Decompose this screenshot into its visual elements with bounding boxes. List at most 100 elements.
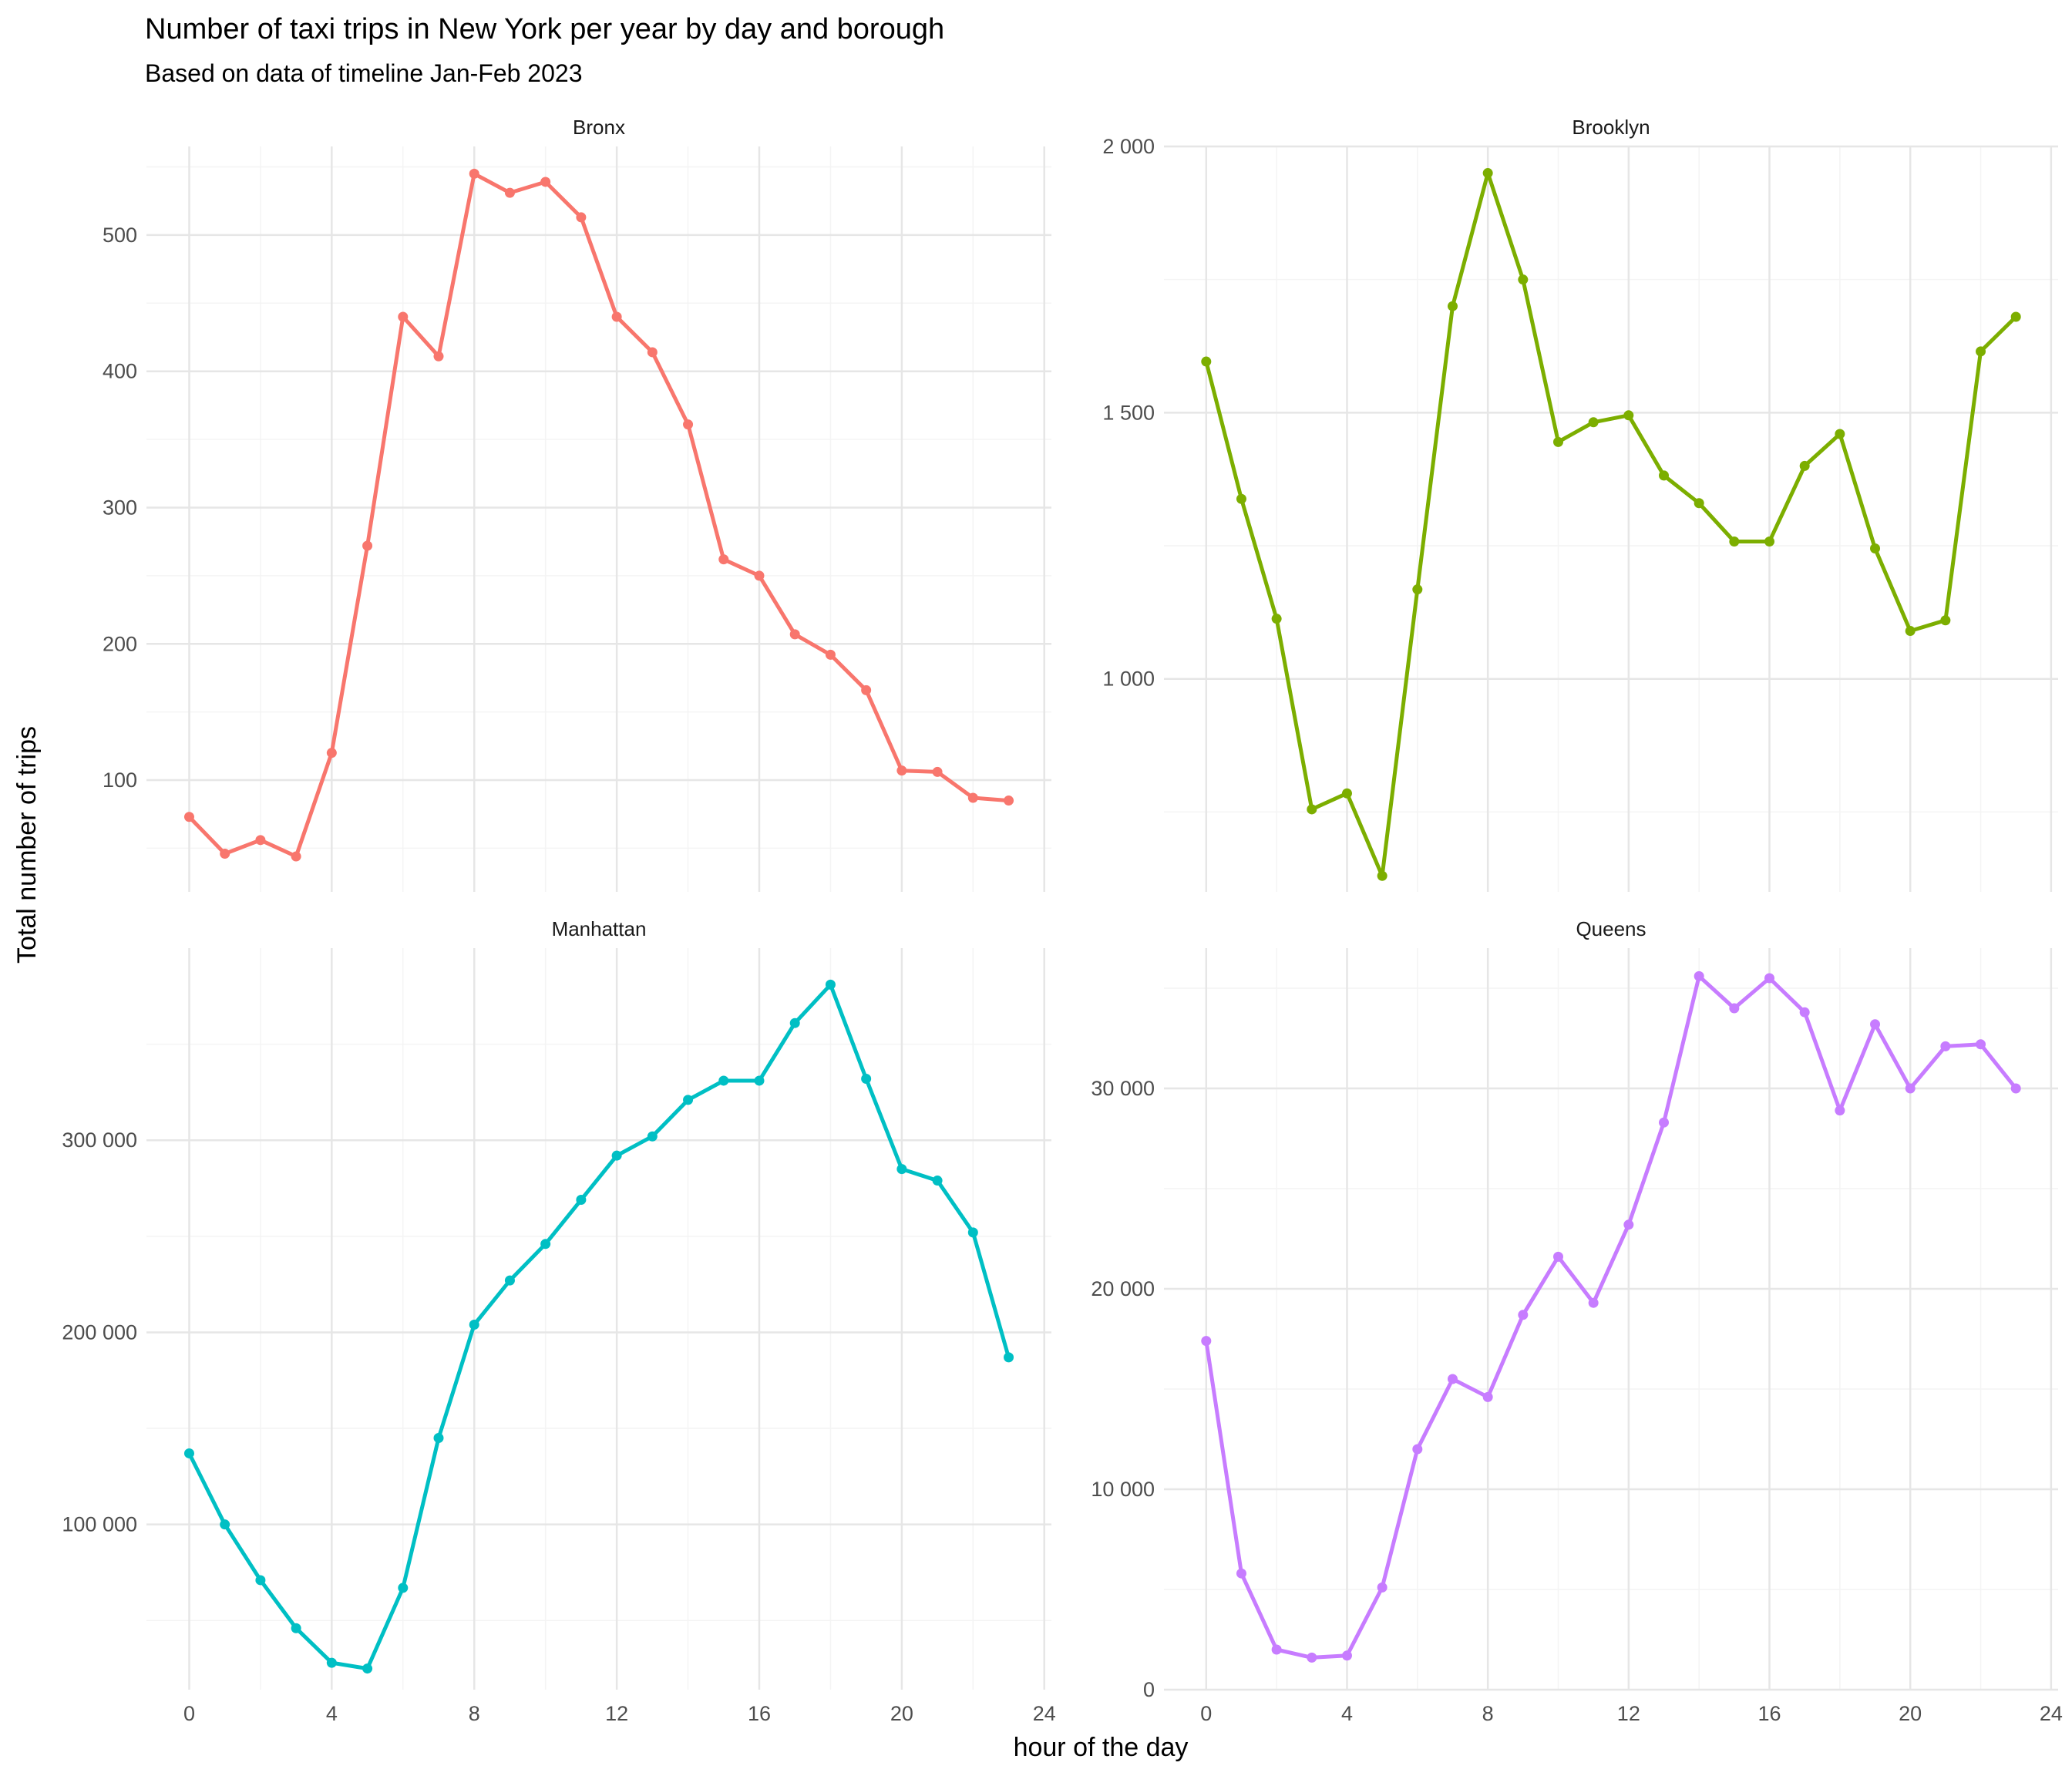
- data-point: [2010, 1083, 2021, 1094]
- data-point: [1976, 346, 1986, 357]
- y-tick-label: 500: [103, 224, 137, 247]
- data-point: [1482, 168, 1493, 179]
- y-tick-label: 300: [103, 496, 137, 519]
- data-point: [1588, 1297, 1599, 1308]
- x-tick-label: 0: [183, 1702, 195, 1725]
- data-point: [291, 851, 301, 862]
- data-point: [1201, 356, 1212, 367]
- data-point: [1659, 1117, 1670, 1128]
- data-point: [1940, 1041, 1951, 1051]
- y-tick-label: 10 000: [1091, 1478, 1155, 1501]
- data-point: [1552, 1251, 1563, 1262]
- data-point: [326, 1657, 337, 1668]
- data-point: [469, 1319, 479, 1330]
- panel-queens: Queens 0 10 000 20 000 30 000 0 4 8 12 16 20 24: [1091, 917, 2062, 1725]
- data-point: [504, 187, 515, 198]
- data-point: [683, 1095, 694, 1105]
- data-point: [1201, 1336, 1212, 1347]
- data-point: [1341, 788, 1352, 799]
- panel-manhattan: Manhattan 100 000 200 000 300 000 0 4 8 12 16 20 2…: [62, 917, 1055, 1725]
- data-point: [1870, 543, 1881, 553]
- data-point: [1412, 1444, 1423, 1455]
- y-tick-label: 200: [103, 632, 137, 655]
- data-point: [1236, 493, 1246, 504]
- data-point: [576, 1194, 587, 1205]
- x-axis-title: hour of the day: [1014, 1733, 1189, 1762]
- data-point: [1623, 1219, 1634, 1230]
- data-point: [1271, 614, 1282, 624]
- series-line-bronx: [187, 171, 1011, 859]
- y-axis-title: Total number of trips: [12, 726, 42, 964]
- data-point: [1341, 1650, 1352, 1661]
- data-point: [433, 1433, 444, 1444]
- data-point: [861, 1073, 872, 1084]
- x-tick-label: 24: [1033, 1702, 1056, 1725]
- data-point: [1694, 970, 1704, 981]
- series-line-manhattan: [187, 982, 1011, 1671]
- x-tick-label: 4: [326, 1702, 338, 1725]
- panel-brooklyn: Brooklyn 1 000 1 500 2 000: [1102, 116, 2058, 892]
- data-point: [683, 419, 694, 430]
- data-point: [2010, 311, 2021, 322]
- y-tick-label: 2 000: [1102, 135, 1155, 158]
- x-tick-label: 8: [1482, 1702, 1494, 1725]
- y-tick-label: 1 500: [1102, 401, 1155, 424]
- panel-label-bronx: Bronx: [573, 116, 625, 139]
- data-point: [1377, 1582, 1388, 1593]
- data-point: [255, 1575, 266, 1586]
- data-point: [255, 835, 266, 846]
- data-point: [540, 177, 551, 187]
- x-tick-label: 12: [605, 1702, 628, 1725]
- data-point: [1447, 301, 1458, 311]
- data-point: [825, 979, 836, 990]
- x-tick-label: 20: [1899, 1702, 1922, 1725]
- data-point: [398, 1583, 409, 1593]
- data-point: [1799, 1007, 1810, 1018]
- series-line-queens: [1204, 974, 2018, 1660]
- data-point: [896, 765, 907, 776]
- data-point: [576, 212, 587, 223]
- data-point: [1236, 1568, 1246, 1579]
- panel-label-brooklyn: Brooklyn: [1572, 116, 1650, 139]
- data-point: [504, 1275, 515, 1286]
- chart-title: Number of taxi trips in New York per yea…: [145, 13, 944, 45]
- x-tick-label: 16: [1758, 1702, 1781, 1725]
- x-tick-label: 4: [1341, 1702, 1353, 1725]
- panel-bronx: Bronx 100 200 300 400 500: [103, 116, 1051, 892]
- data-point: [1905, 1083, 1916, 1094]
- data-point: [825, 649, 836, 660]
- data-point: [1835, 1105, 1845, 1116]
- y-tick-label: 200 000: [62, 1320, 137, 1344]
- data-point: [1518, 1310, 1529, 1320]
- data-point: [1764, 973, 1775, 984]
- y-tick-label: 20 000: [1091, 1277, 1155, 1300]
- data-point: [1412, 584, 1423, 595]
- data-point: [718, 1075, 729, 1086]
- y-tick-label: 100 000: [62, 1513, 137, 1536]
- data-point: [183, 1448, 194, 1458]
- chart-subtitle: Based on data of timeline Jan-Feb 2023: [145, 59, 582, 87]
- data-point: [362, 540, 373, 551]
- data-point: [1694, 498, 1704, 509]
- data-point: [362, 1663, 373, 1674]
- data-point: [1976, 1039, 1986, 1050]
- x-tick-label: 20: [890, 1702, 913, 1725]
- y-tick-label: 1 000: [1102, 668, 1155, 691]
- y-tick-label: 300 000: [62, 1128, 137, 1152]
- data-point: [967, 1227, 978, 1238]
- data-point: [896, 1164, 907, 1175]
- panel-label-manhattan: Manhattan: [552, 917, 647, 940]
- data-point: [1447, 1374, 1458, 1384]
- panel-label-queens: Queens: [1576, 917, 1646, 940]
- data-point: [754, 1075, 765, 1086]
- data-point: [183, 812, 194, 822]
- data-point: [1729, 536, 1740, 547]
- data-point: [861, 684, 872, 695]
- data-point: [1729, 1003, 1740, 1014]
- data-point: [932, 766, 943, 777]
- data-point: [1004, 1352, 1014, 1363]
- series-line-brooklyn: [1204, 171, 2018, 878]
- data-point: [967, 792, 978, 803]
- data-point: [1588, 417, 1599, 428]
